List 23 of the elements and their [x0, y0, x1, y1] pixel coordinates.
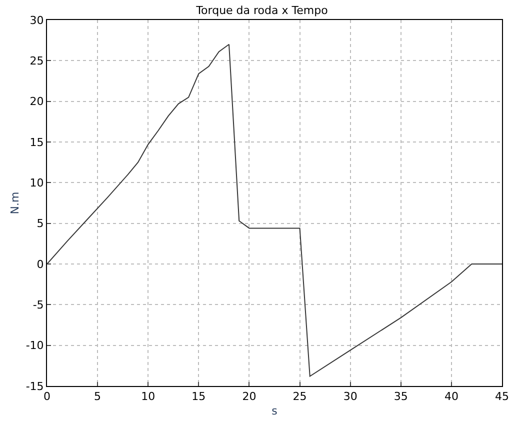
x-tick-label: 40: [444, 390, 458, 404]
y-tick-label: -15: [26, 380, 44, 393]
y-tick-label: 10: [30, 176, 44, 190]
x-tick-label: 30: [343, 390, 358, 404]
y-tick-label: 15: [30, 136, 44, 149]
x-tick-label: 45: [495, 390, 509, 404]
x-tick-label: 15: [192, 390, 206, 404]
y-tick-label: 30: [30, 14, 44, 27]
y-tick-label: -5: [32, 298, 44, 312]
y-tick-label: -10: [26, 339, 44, 352]
x-tick-label: 25: [292, 390, 307, 404]
y-tick-label: 20: [30, 95, 44, 108]
x-tick-label: 20: [242, 390, 256, 404]
x-axis-title: s: [272, 404, 278, 418]
y-axis-title: N.m: [8, 192, 22, 214]
x-tick-label: 5: [94, 390, 102, 404]
chart-title: Torque da roda x Tempo: [195, 4, 328, 18]
x-tick-label: 35: [394, 390, 408, 404]
x-tick-label: 10: [141, 390, 156, 404]
y-tick-label: 5: [36, 217, 44, 230]
line-series: [47, 44, 502, 377]
y-tick-label: 0: [36, 258, 44, 271]
y-tick-label: 25: [30, 54, 44, 68]
